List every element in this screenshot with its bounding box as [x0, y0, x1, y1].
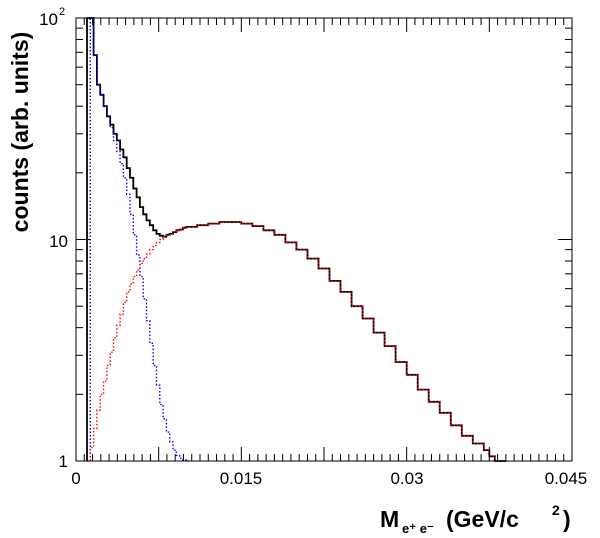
x-axis-title-unit-exponent: 2 — [552, 502, 560, 518]
y-tick-label-1: 1 — [59, 452, 68, 471]
x-tick-label-0015: 0.015 — [220, 469, 263, 488]
y-axis-title: counts (arb. units) — [7, 32, 33, 233]
series-line-2 — [87, 221, 506, 462]
x-tick-label-0: 0 — [71, 469, 80, 488]
series-layer — [86, 17, 506, 462]
x-tick-label-003: 0.03 — [390, 469, 423, 488]
y-tick-label-100: 10 — [39, 10, 58, 29]
y-tick-label-10: 10 — [49, 232, 68, 251]
x-axis-title-unit-close: ) — [563, 506, 571, 532]
x-axis-title-unit: (GeV/c — [446, 506, 519, 532]
y-tick-label-100-exponent: 2 — [59, 6, 65, 18]
x-axis-title-main: M — [380, 506, 399, 532]
plot-frame — [75, 17, 573, 462]
series-line-1 — [89, 17, 190, 462]
x-tick-label-0045: 0.045 — [545, 469, 588, 488]
x-axis-title-subscript: e⁺ e⁻ — [402, 521, 434, 536]
